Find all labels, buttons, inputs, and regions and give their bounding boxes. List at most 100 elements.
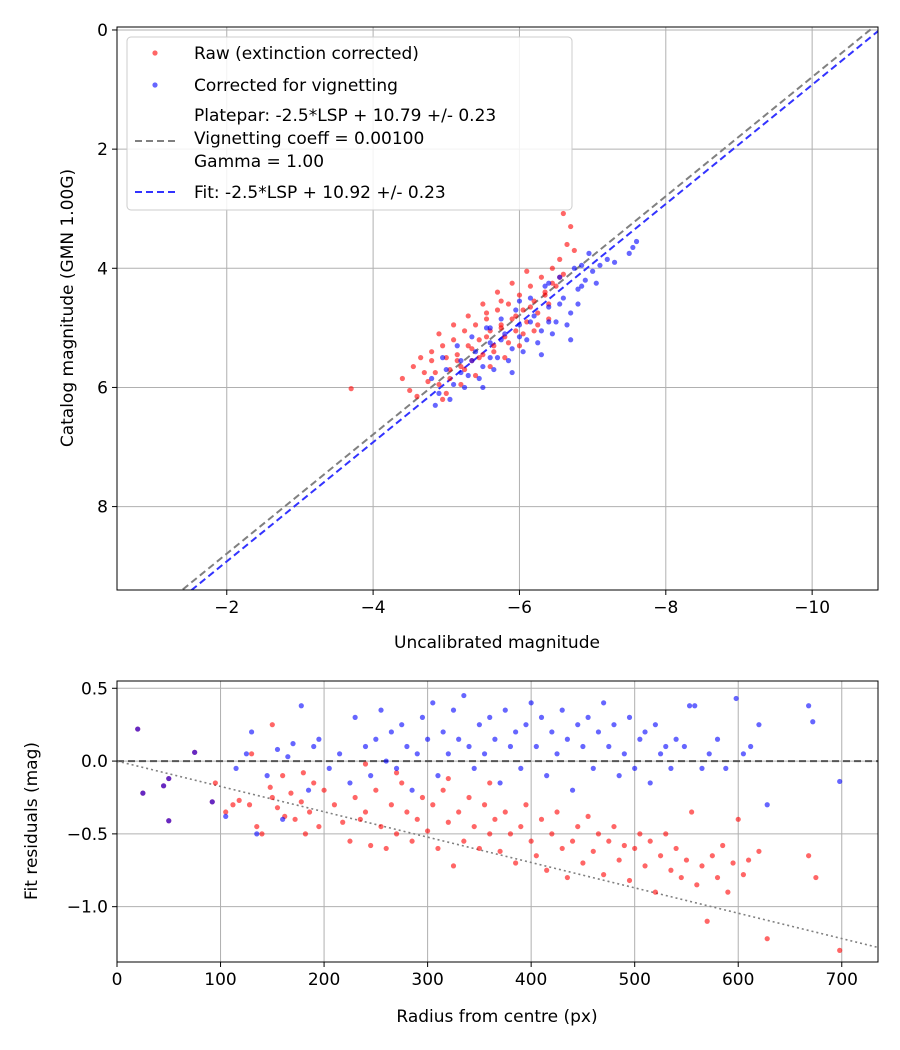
raw-point [292,816,298,822]
corrected-point [264,773,270,779]
y-tick-label: 2 [97,140,108,160]
y-tick-label: 0.5 [81,679,108,699]
raw-point [528,838,534,844]
raw-point [311,780,317,786]
x-tick-label: 600 [722,970,754,990]
corrected-point [590,268,596,274]
raw-point [568,223,574,230]
raw-point [487,363,493,370]
corrected-point [630,244,636,251]
raw-point [505,340,512,346]
raw-point [466,794,472,801]
raw-point [483,316,490,322]
raw-point [414,393,420,399]
raw-point [487,831,493,837]
raw-point [407,387,413,394]
raw-point [298,799,304,805]
corrected-point [466,743,472,750]
corrected-point [597,262,603,268]
corrected-point [316,736,322,742]
raw-point [378,823,384,830]
raw-point [436,331,442,337]
raw-point [714,874,721,881]
corrected-point [456,736,462,742]
raw-point [689,809,695,815]
raw-point [491,349,497,355]
raw-point [472,322,479,328]
corrected-point [652,722,658,728]
raw-point [505,301,512,307]
corrected-point [469,358,475,364]
corrected-point [523,722,529,728]
raw-point [764,936,770,942]
raw-point [637,831,643,837]
corrected-point [465,372,471,379]
raw-point [383,845,389,852]
raw-point [476,337,482,343]
raw-point [399,780,405,786]
y-tick-label: −1.0 [67,898,108,918]
raw-point [481,802,488,808]
raw-point [560,210,566,217]
corrected-point [554,751,560,757]
corrected-point [810,719,816,725]
corrected-point [626,714,633,720]
y-tick-label: 0 [97,21,108,41]
corrected-point [582,277,588,283]
raw-point [535,310,541,316]
raw-point [652,889,658,895]
raw-point [399,375,405,382]
raw-point [580,860,586,866]
raw-point [523,802,529,808]
legend-platepar-label: Platepar: -2.5*LSP + 10.79 +/- 0.23 [194,106,496,126]
corrected-point [409,787,415,793]
corrected-point [450,707,457,713]
axis-ticks: 0 100 200 300 400 500 600 700 0.5 0.0 −0.5 −1.0 [67,679,858,990]
corrected-point [527,295,534,301]
raw-point [458,363,464,370]
corrected-point [399,722,405,728]
residuals-scatter-plot: 0 100 200 300 400 500 600 700 0.5 0.0 −0.5 −1.0 Rad… [22,679,879,1027]
reference-lines [117,760,878,949]
raw-point [429,349,435,355]
legend-fit-label: Fit: -2.5*LSP + 10.92 +/- 0.23 [194,183,446,203]
corrected-point [579,262,585,268]
corrected-point [593,280,599,286]
corrected-point [248,729,255,735]
raw-point [533,853,539,859]
raw-point [388,802,394,808]
corrected-point [461,384,468,391]
x-axis-label: Uncalibrated magnitude [394,633,600,653]
corrected-point [528,700,534,706]
raw-point [316,823,322,830]
corrected-point [633,238,640,245]
corrected-point [160,783,167,789]
y-tick-label: 0.0 [81,752,108,772]
corrected-point [430,700,436,706]
corrected-point [404,743,410,750]
raw-point [699,863,705,869]
raw-point [347,838,353,844]
corrected-point [569,787,576,793]
corrected-point [509,369,515,376]
raw-point [559,845,565,852]
y-tick-label: −0.5 [67,825,108,845]
raw-point [480,301,486,307]
corrected-point [560,295,566,301]
corrected-point [285,754,291,760]
corrected-point [274,746,281,753]
raw-point [302,831,309,837]
raw-point [269,794,275,801]
raw-point [288,790,294,796]
corrected-point [469,334,475,340]
raw-point [673,845,679,852]
raw-point [445,775,451,782]
corrected-point [706,751,712,757]
x-tick-label: 0 [112,970,123,990]
corrected-point [483,325,490,331]
corrected-point [632,765,638,771]
raw-point [509,316,515,322]
corrected-point [492,736,498,742]
raw-point [469,346,475,352]
